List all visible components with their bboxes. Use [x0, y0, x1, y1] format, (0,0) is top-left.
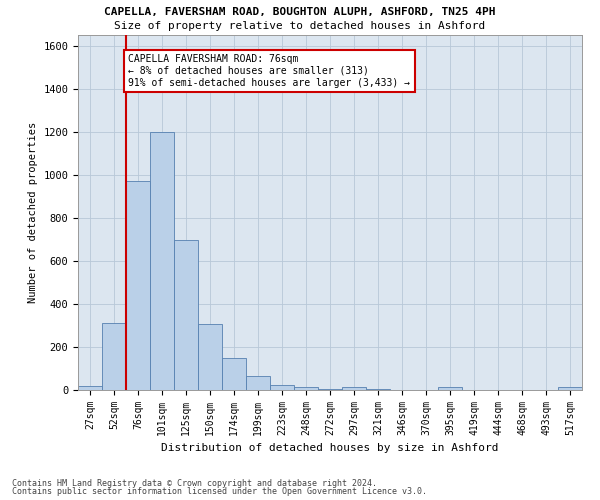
Text: Contains public sector information licensed under the Open Government Licence v3: Contains public sector information licen…	[12, 487, 427, 496]
Text: Contains HM Land Registry data © Crown copyright and database right 2024.: Contains HM Land Registry data © Crown c…	[12, 478, 377, 488]
Text: Size of property relative to detached houses in Ashford: Size of property relative to detached ho…	[115, 21, 485, 31]
Bar	[318, 389, 342, 390]
Bar	[150, 132, 174, 390]
Bar	[198, 324, 222, 390]
Bar	[342, 387, 366, 390]
Bar	[438, 387, 462, 390]
Bar	[558, 387, 582, 390]
Bar	[126, 182, 150, 390]
Bar	[102, 324, 126, 390]
Bar	[174, 240, 198, 390]
Y-axis label: Number of detached properties: Number of detached properties	[28, 122, 38, 303]
Bar	[222, 358, 246, 390]
Bar	[78, 386, 102, 390]
Bar	[294, 387, 318, 390]
X-axis label: Distribution of detached houses by size in Ashford: Distribution of detached houses by size …	[161, 444, 499, 454]
Bar	[246, 376, 270, 390]
Bar	[270, 384, 294, 390]
Text: CAPELLA, FAVERSHAM ROAD, BOUGHTON ALUPH, ASHFORD, TN25 4PH: CAPELLA, FAVERSHAM ROAD, BOUGHTON ALUPH,…	[104, 8, 496, 18]
Text: CAPELLA FAVERSHAM ROAD: 76sqm
← 8% of detached houses are smaller (313)
91% of s: CAPELLA FAVERSHAM ROAD: 76sqm ← 8% of de…	[128, 54, 410, 88]
